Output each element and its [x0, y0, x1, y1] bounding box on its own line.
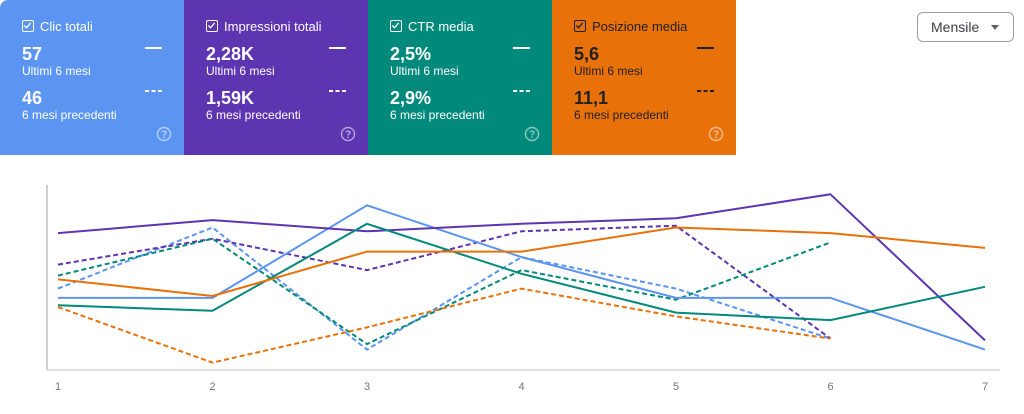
current-label: Ultimi 6 mesi: [574, 64, 643, 78]
card-title-label: Clic totali: [40, 18, 93, 34]
card-title: Impressioni totali: [206, 18, 368, 34]
current-label: Ultimi 6 mesi: [206, 64, 275, 78]
x-tick-label: 6: [827, 381, 834, 393]
card-title-label: Impressioni totali: [224, 18, 322, 34]
solid-line-legend-icon: [145, 47, 162, 49]
series-line: [57, 222, 986, 322]
solid-line-legend-icon: [513, 47, 530, 49]
card-title: CTR media: [390, 18, 552, 34]
current-label: Ultimi 6 mesi: [22, 64, 91, 78]
series-line: [57, 226, 986, 297]
previous-value: 2,9%: [390, 88, 432, 108]
x-tick-label: 7: [981, 381, 989, 393]
solid-line-legend-icon: [697, 47, 714, 49]
help-icon[interactable]: [340, 126, 356, 142]
metric-cards: Clic totali 57 Ultimi 6 mesi 46 6 mesi p…: [0, 0, 736, 155]
card-clicks[interactable]: Clic totali 57 Ultimi 6 mesi 46 6 mesi p…: [0, 0, 184, 155]
current-value: 57: [22, 44, 43, 64]
previous-label: 6 mesi precedenti: [22, 108, 117, 122]
line-chart: [46, 185, 1000, 371]
period-select[interactable]: Mensile: [917, 12, 1014, 42]
card-ctr[interactable]: CTR media 2,5% Ultimi 6 mesi 2,9% 6 mesi…: [368, 0, 552, 155]
help-icon[interactable]: [708, 126, 724, 142]
x-tick-label: 4: [518, 381, 525, 393]
card-title: Posizione media: [574, 18, 736, 34]
dashed-line-legend-icon: [329, 90, 346, 92]
previous-label: 6 mesi precedenti: [206, 108, 301, 122]
checkbox-checked-icon[interactable]: [206, 20, 218, 32]
series-layer: [57, 193, 986, 364]
series-line: [57, 193, 986, 342]
help-icon[interactable]: [524, 126, 540, 142]
dashed-line-legend-icon: [697, 90, 714, 92]
current-value: 2,28K: [206, 44, 255, 64]
previous-value: 11,1: [574, 88, 609, 108]
x-tick-label: 5: [672, 381, 680, 393]
help-icon[interactable]: [156, 126, 172, 142]
series-line: [57, 287, 831, 364]
card-title-label: CTR media: [408, 18, 474, 34]
series-line: [57, 226, 831, 351]
dashed-line-legend-icon: [513, 90, 530, 92]
card-position[interactable]: Posizione media 5,6 Ultimi 6 mesi 11,1 6…: [552, 0, 736, 155]
x-tick-label: 1: [54, 381, 62, 393]
x-tick-label: 2: [209, 381, 216, 393]
previous-label: 6 mesi precedenti: [390, 108, 485, 122]
series-line: [58, 204, 986, 351]
x-tick-label: 3: [363, 381, 371, 393]
card-impressions[interactable]: Impressioni totali 2,28K Ultimi 6 mesi 1…: [184, 0, 368, 155]
card-title-label: Posizione media: [592, 18, 688, 34]
period-select-value: Mensile: [931, 19, 980, 35]
previous-value: 1,59K: [206, 88, 255, 108]
current-value: 5,6: [574, 44, 600, 64]
checkbox-checked-icon[interactable]: [574, 20, 586, 32]
checkbox-checked-icon[interactable]: [390, 20, 402, 32]
solid-line-legend-icon: [329, 47, 346, 49]
dropdown-arrow-icon: [991, 25, 999, 30]
dashed-line-legend-icon: [145, 90, 162, 92]
current-value: 2,5%: [390, 44, 432, 64]
card-title: Clic totali: [22, 18, 184, 34]
previous-label: 6 mesi precedenti: [574, 108, 669, 122]
series-line: [57, 237, 831, 346]
current-label: Ultimi 6 mesi: [390, 64, 459, 78]
previous-value: 46: [22, 88, 43, 108]
checkbox-checked-icon[interactable]: [22, 20, 34, 32]
